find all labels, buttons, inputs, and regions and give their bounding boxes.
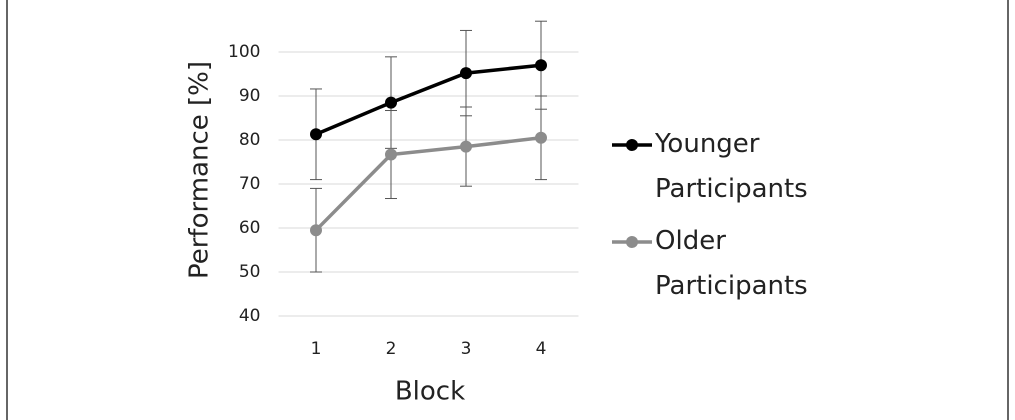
point <box>385 148 397 161</box>
series-line <box>314 136 542 232</box>
point <box>460 67 472 80</box>
frame <box>6 0 1009 420</box>
point <box>310 128 322 141</box>
y-axis-label: Performance [%] <box>185 61 215 279</box>
y-tick-label: 50 <box>239 262 261 282</box>
x-tick-label: 2 <box>386 339 397 359</box>
legend-marker <box>626 139 638 151</box>
point <box>535 131 547 144</box>
x-tick-label: 3 <box>461 339 472 359</box>
point <box>385 96 397 109</box>
legend-marker <box>626 236 638 248</box>
point <box>310 224 322 237</box>
x-axis-label: Block <box>395 377 465 407</box>
point <box>460 140 472 153</box>
legend-label: Younger Participants <box>655 129 808 204</box>
y-tick-label: 70 <box>239 174 261 194</box>
y-tick-label: 90 <box>239 86 261 106</box>
x-tick-label: 1 <box>311 339 322 359</box>
series-line <box>315 63 542 136</box>
point <box>535 59 547 72</box>
legend-label: Older Participants <box>655 226 808 301</box>
x-tick-label: 4 <box>536 339 547 359</box>
y-tick-label: 80 <box>239 130 261 150</box>
y-tick-label: 100 <box>228 42 260 62</box>
y-tick-label: 40 <box>239 306 261 326</box>
y-tick-label: 60 <box>239 218 261 238</box>
